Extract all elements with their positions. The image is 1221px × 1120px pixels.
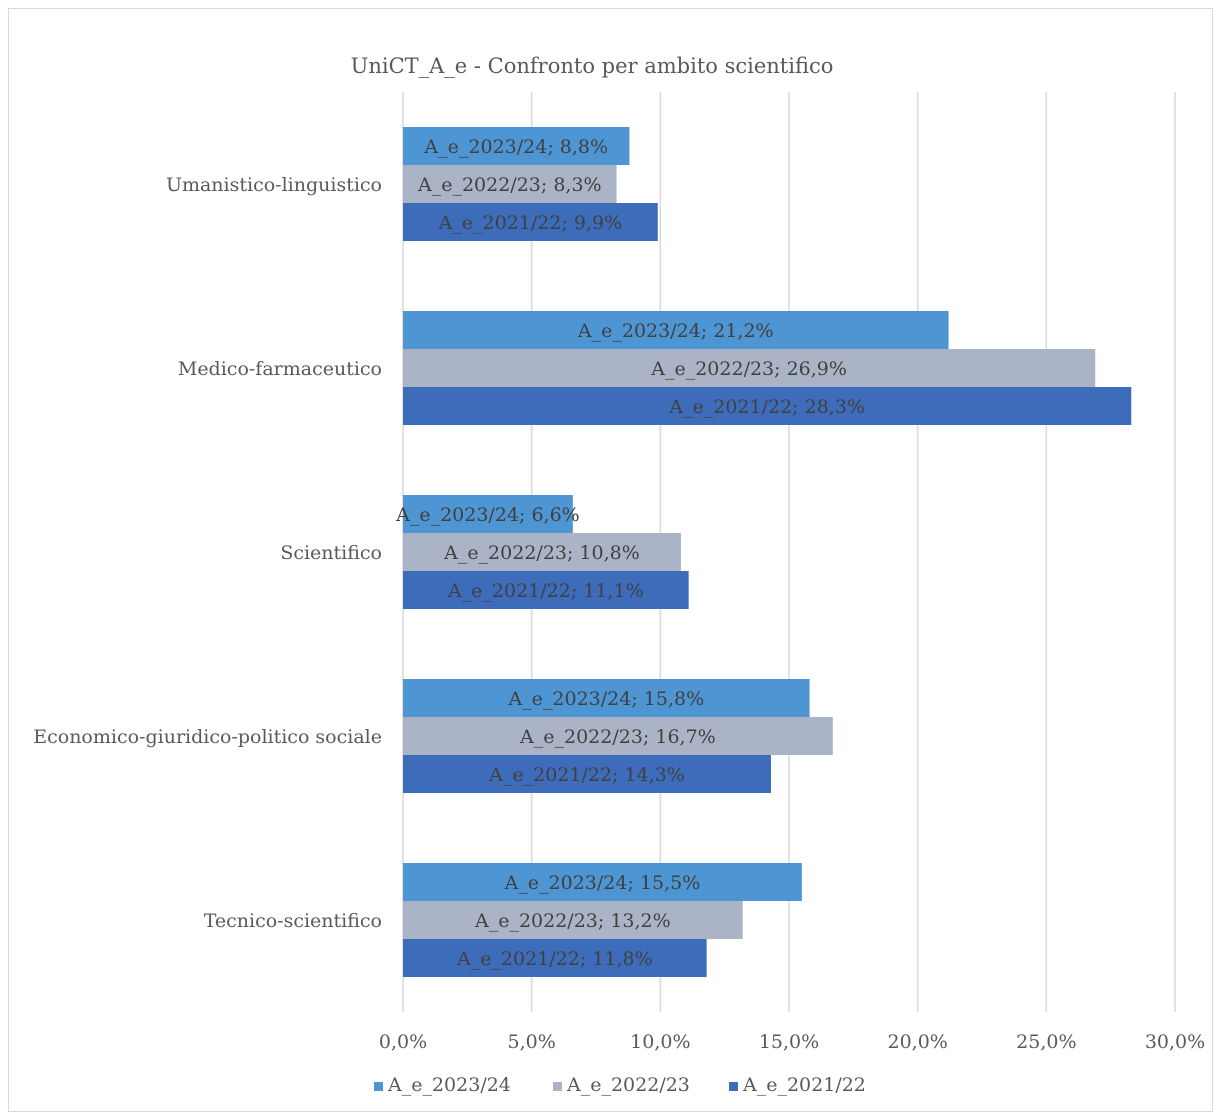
category-label: Tecnico-scientifico xyxy=(204,910,382,932)
bar xyxy=(403,571,689,609)
legend-label: A_e_2022/23 xyxy=(566,1074,690,1096)
bar xyxy=(403,533,681,571)
data-label: A_e_2023/24; 21,2% xyxy=(577,320,774,342)
category-label: Scientifico xyxy=(280,542,382,564)
bar xyxy=(403,717,833,755)
data-label: A_e_2022/23; 13,2% xyxy=(474,910,671,932)
bars xyxy=(403,127,1132,977)
data-label: A_e_2022/23; 26,9% xyxy=(650,358,847,380)
data-label: A_e_2023/24; 15,5% xyxy=(504,872,701,894)
bar xyxy=(403,901,743,939)
gridlines xyxy=(402,92,1176,1012)
category-labels: Umanistico-linguistico Medico-farmaceutic… xyxy=(33,174,382,932)
bar xyxy=(403,349,1096,387)
chart-title: UniCT_A_e - Confronto per ambito scienti… xyxy=(351,54,834,78)
data-label: A_e_2023/24; 15,8% xyxy=(507,688,704,710)
data-label: A_e_2021/22; 28,3% xyxy=(668,396,865,418)
bar xyxy=(403,311,949,349)
legend-swatch xyxy=(553,1082,562,1091)
x-tick-label: 10,0% xyxy=(630,1031,690,1053)
x-tick-label: 20,0% xyxy=(887,1031,947,1053)
data-label: A_e_2022/23; 8,3% xyxy=(417,174,602,196)
data-labels: A_e_2023/24; 8,8% A_e_2022/23; 8,3% A_e_20… xyxy=(395,136,865,970)
bar xyxy=(403,203,658,241)
data-label: A_e_2021/22; 9,9% xyxy=(438,212,623,234)
data-label: A_e_2023/24; 6,6% xyxy=(395,504,580,526)
x-tick-label: 15,0% xyxy=(759,1031,819,1053)
legend: A_e_2023/24 A_e_2022/23 A_e_2021/22 xyxy=(374,1074,866,1096)
x-tick-labels: 0,0% 5,0% 10,0% 15,0% 20,0% 25,0% 30,0% xyxy=(379,1031,1205,1053)
x-tick-label: 5,0% xyxy=(508,1031,556,1053)
legend-label: A_e_2023/24 xyxy=(387,1074,511,1096)
x-tick-label: 25,0% xyxy=(1016,1031,1076,1053)
legend-swatch xyxy=(729,1082,738,1091)
bar xyxy=(403,939,707,977)
legend-swatch xyxy=(374,1082,383,1091)
data-label: A_e_2021/22; 14,3% xyxy=(488,764,685,786)
data-label: A_e_2023/24; 8,8% xyxy=(423,136,608,158)
data-label: A_e_2022/23; 16,7% xyxy=(519,726,716,748)
data-label: A_e_2021/22; 11,8% xyxy=(456,948,653,970)
bar xyxy=(403,387,1132,425)
bar xyxy=(403,127,630,165)
bar xyxy=(403,165,617,203)
legend-label: A_e_2021/22 xyxy=(742,1074,866,1096)
bar xyxy=(403,863,802,901)
category-label: Economico-giuridico-politico sociale xyxy=(33,726,382,748)
bar xyxy=(403,495,573,533)
bar xyxy=(403,755,771,793)
category-label: Umanistico-linguistico xyxy=(166,174,382,196)
category-label: Medico-farmaceutico xyxy=(178,358,382,380)
x-tick-label: 30,0% xyxy=(1145,1031,1205,1053)
data-label: A_e_2021/22; 11,1% xyxy=(447,580,644,602)
data-label: A_e_2022/23; 10,8% xyxy=(443,542,640,564)
x-tick-label: 0,0% xyxy=(379,1031,427,1053)
bar xyxy=(403,679,810,717)
